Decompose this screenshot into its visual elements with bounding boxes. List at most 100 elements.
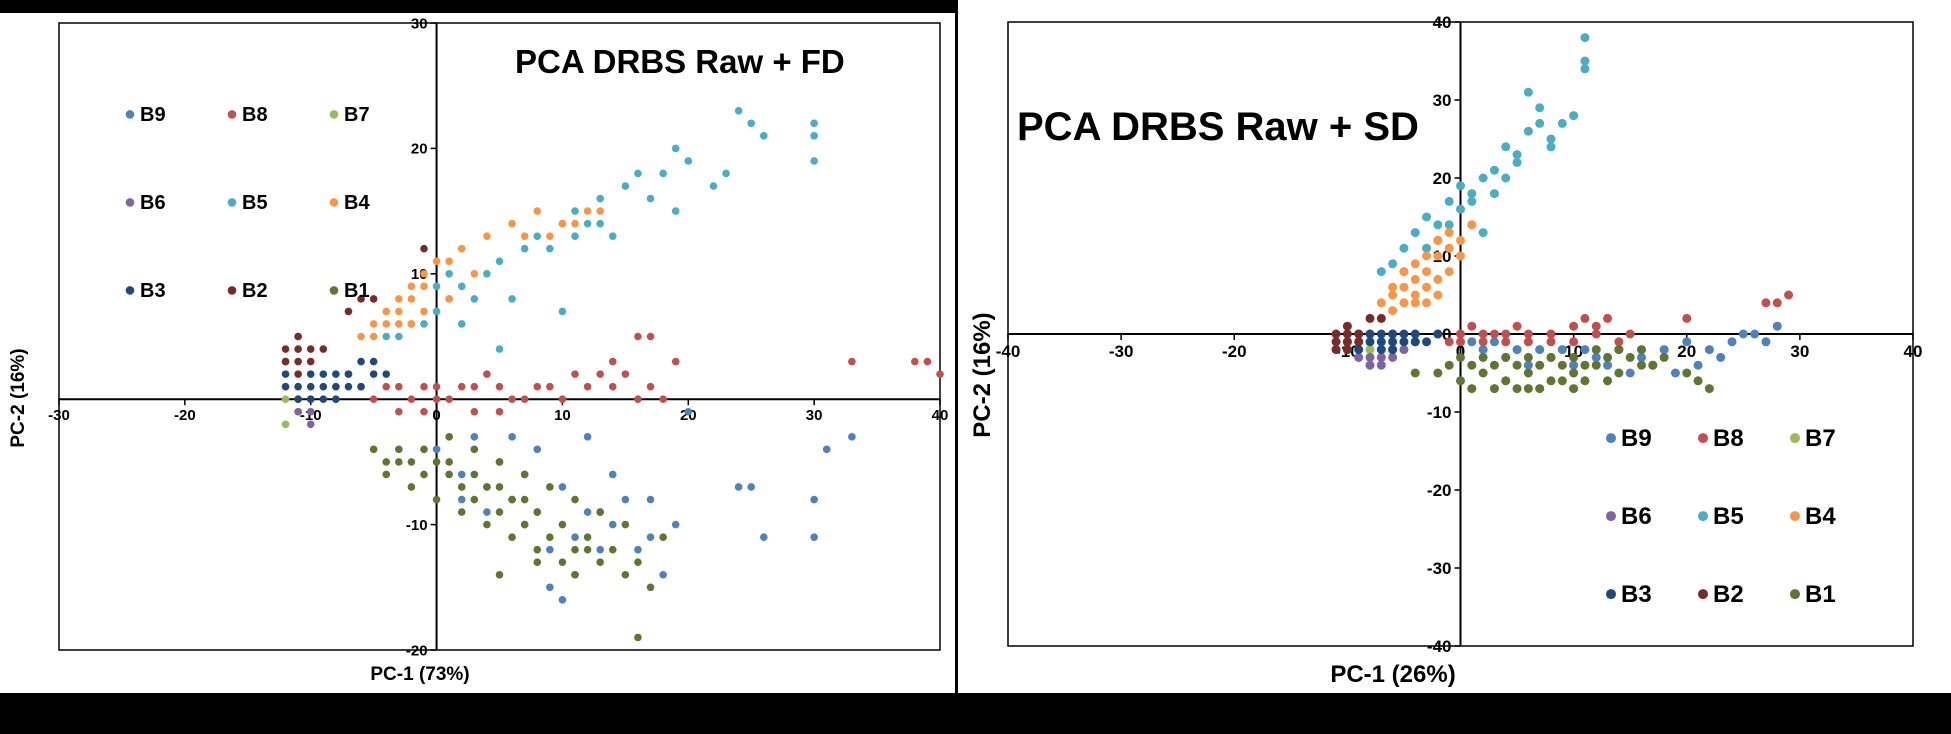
data-point [608, 470, 617, 479]
data-point [571, 370, 579, 378]
data-point [294, 395, 302, 404]
data-point [495, 508, 504, 516]
data-point [1422, 267, 1432, 277]
data-point [1365, 337, 1375, 347]
data-point [760, 533, 768, 541]
data-point [1478, 228, 1488, 238]
data-point [583, 207, 592, 215]
data-point [1693, 376, 1703, 386]
data-point [1422, 282, 1432, 292]
data-point [709, 182, 718, 190]
data-point [596, 545, 604, 554]
data-point [369, 320, 378, 328]
data-point [634, 332, 642, 341]
x-tick-label: -30 [48, 407, 70, 424]
data-point [1444, 267, 1454, 277]
data-point [1637, 352, 1646, 362]
data-point [747, 483, 756, 491]
data-point [1682, 337, 1692, 347]
data-point [470, 407, 479, 416]
legend-marker [125, 110, 135, 119]
data-point [420, 307, 428, 316]
data-point [508, 219, 516, 228]
data-point [395, 307, 403, 316]
x-tick-label: 30 [1790, 342, 1809, 361]
legend-marker [125, 198, 135, 207]
data-point [1625, 352, 1635, 362]
data-point [294, 370, 302, 378]
data-point [1535, 118, 1545, 128]
data-point [684, 407, 693, 416]
data-point [1512, 345, 1522, 355]
data-point [357, 295, 365, 303]
data-point [357, 382, 365, 391]
data-point [1467, 360, 1477, 370]
data-point [1580, 360, 1590, 370]
data-point [1376, 329, 1386, 339]
data-point [583, 433, 592, 441]
data-point [420, 270, 428, 278]
data-point [583, 533, 592, 541]
data-point [571, 495, 579, 504]
data-point [1365, 345, 1375, 355]
y-tick-label: -20 [406, 642, 428, 659]
data-point [596, 219, 604, 228]
data-point [546, 545, 554, 554]
data-point [1467, 189, 1477, 199]
data-point [1376, 352, 1386, 362]
data-point [1546, 337, 1556, 347]
data-point [281, 357, 290, 366]
data-point [520, 520, 529, 529]
data-point [1410, 259, 1420, 269]
data-point [1433, 251, 1443, 261]
data-point [1580, 64, 1590, 74]
data-point [294, 407, 302, 416]
data-point [571, 570, 579, 579]
data-point [1512, 360, 1522, 370]
data-point [319, 382, 328, 391]
data-point [432, 445, 441, 454]
data-point [1433, 329, 1443, 339]
data-point [1422, 243, 1432, 253]
data-point [407, 458, 416, 466]
data-point [1342, 337, 1352, 347]
data-point [1376, 313, 1386, 323]
data-point [923, 357, 932, 366]
x-tick-label: -40 [996, 342, 1021, 361]
data-point [1591, 360, 1601, 370]
data-point [671, 207, 680, 215]
data-point [671, 520, 680, 529]
data-point [382, 307, 391, 316]
data-point [420, 445, 428, 454]
data-point [508, 295, 516, 303]
data-point [1546, 134, 1556, 144]
data-point [1478, 329, 1488, 339]
data-point [1399, 298, 1409, 308]
data-point [760, 132, 768, 140]
data-point [382, 320, 391, 328]
data-point [1580, 56, 1590, 66]
data-point [1410, 298, 1420, 308]
data-point [1342, 345, 1352, 355]
data-point [810, 157, 818, 165]
series-B2 [281, 244, 428, 378]
data-point [432, 395, 441, 404]
y-tick-label: -10 [406, 517, 428, 534]
data-point [1523, 360, 1533, 370]
data-point [1523, 352, 1533, 362]
data-point [1422, 298, 1432, 308]
data-point [306, 370, 315, 378]
data-point [1489, 189, 1499, 199]
data-point [1365, 329, 1375, 339]
data-point [395, 382, 403, 391]
data-point [722, 169, 730, 178]
data-point [357, 332, 365, 341]
data-point [1569, 337, 1579, 347]
data-point [1682, 313, 1692, 323]
data-point [1637, 345, 1646, 355]
data-point [659, 169, 667, 178]
data-point [457, 320, 466, 328]
data-point [1761, 337, 1771, 347]
data-point [1546, 376, 1556, 386]
